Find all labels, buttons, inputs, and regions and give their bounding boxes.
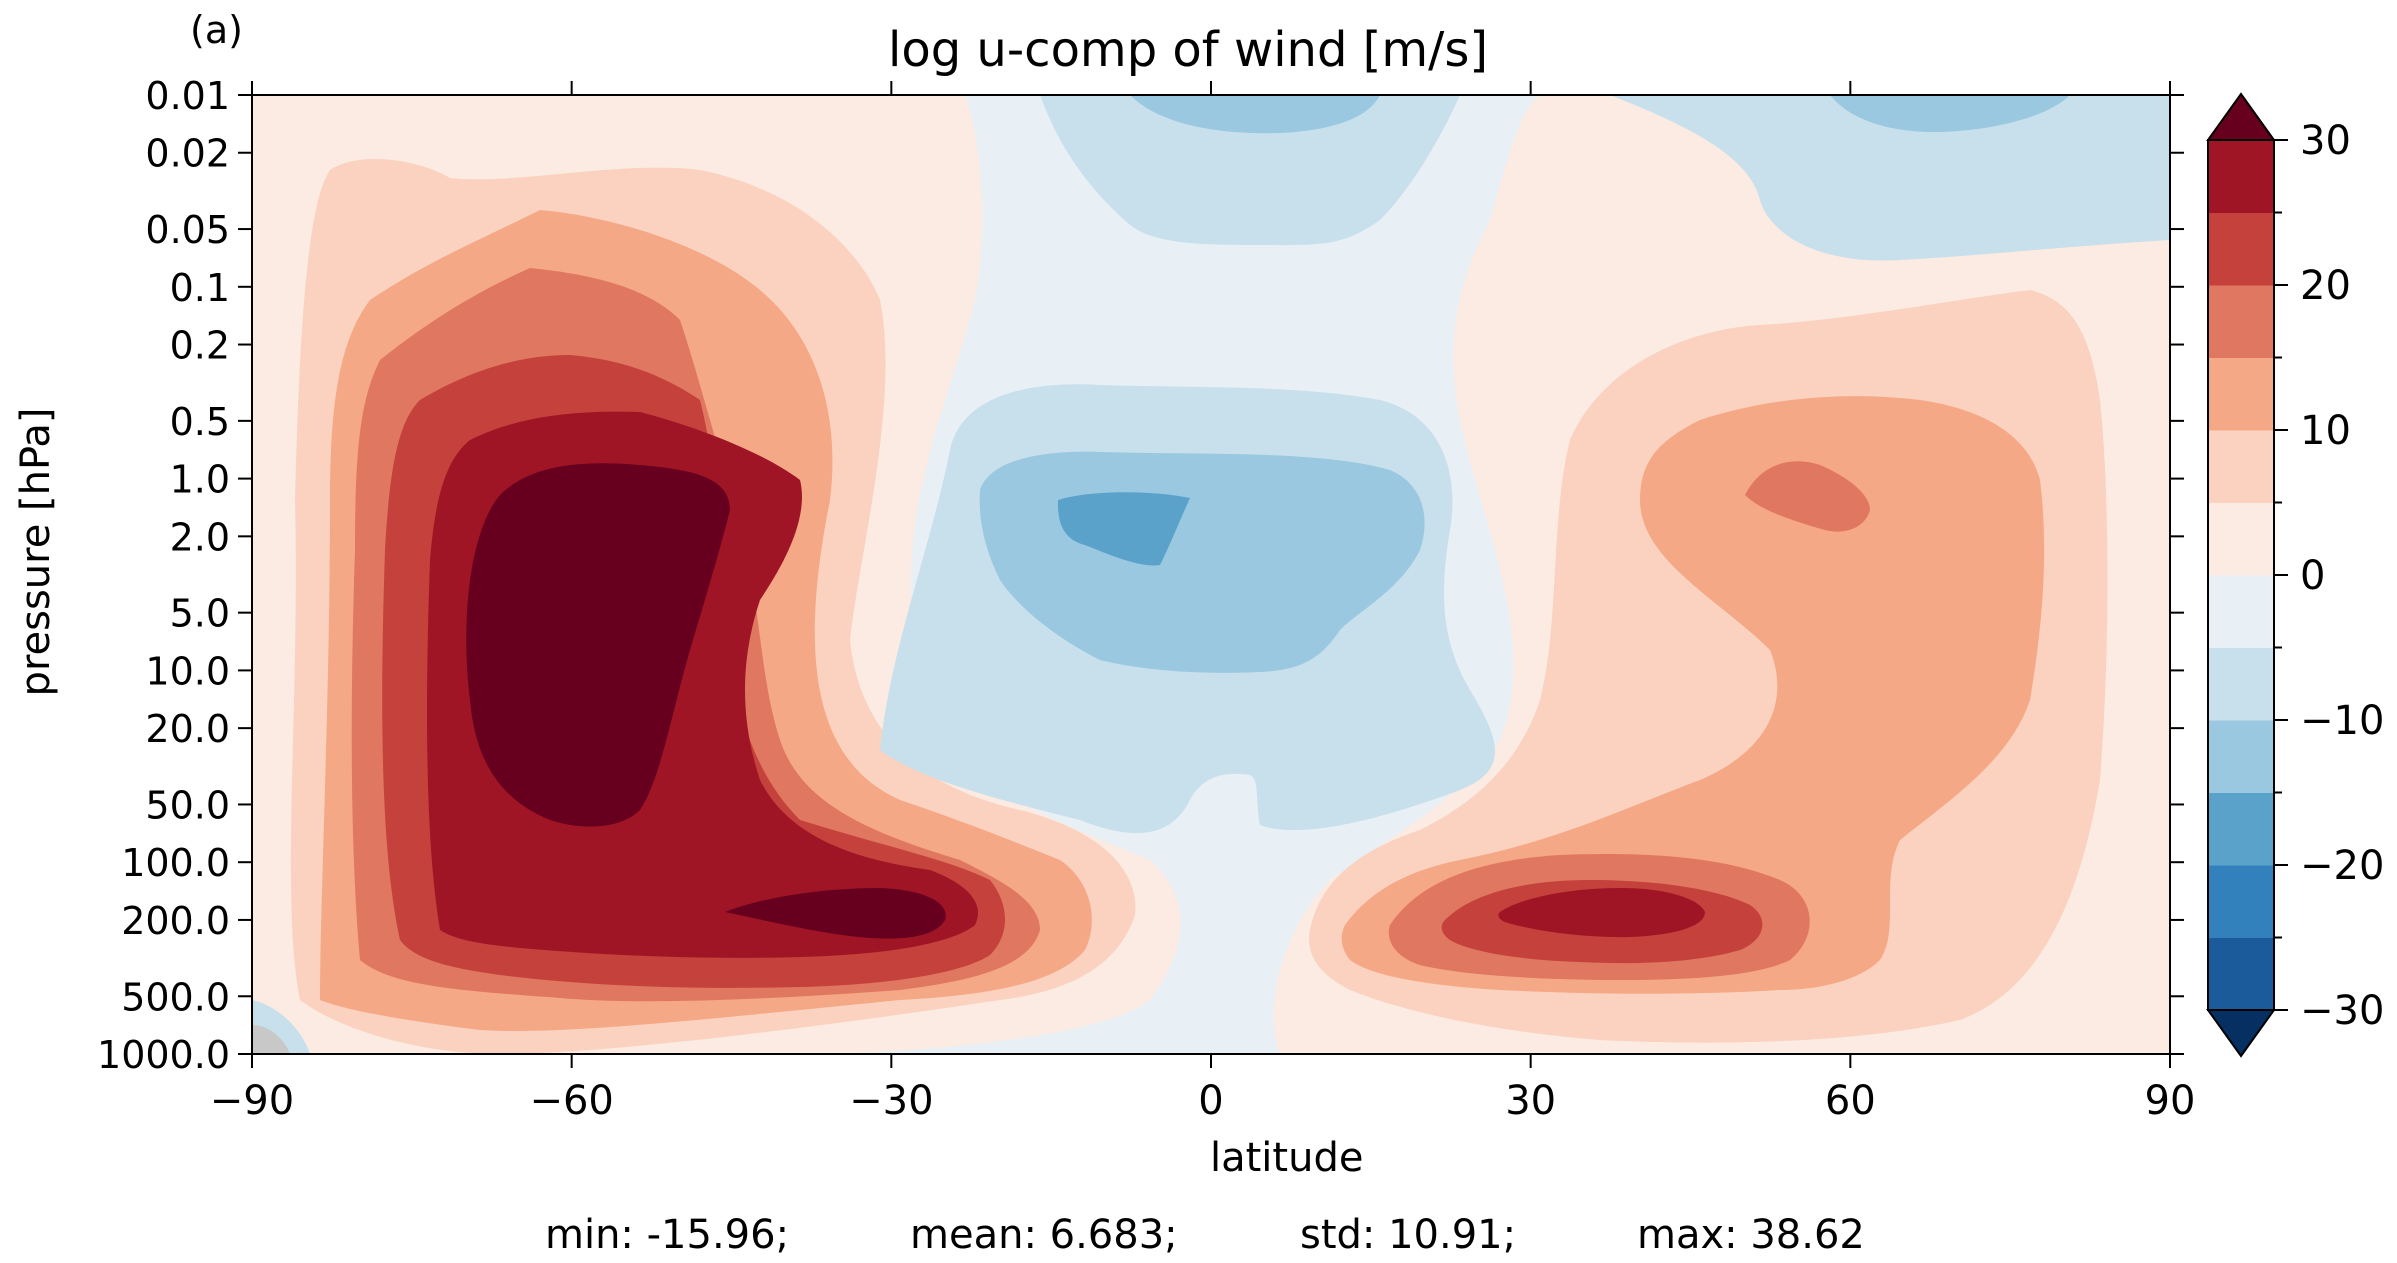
colorbar-tick-label: −20	[2300, 843, 2384, 889]
y-tick-label: 10.0	[145, 649, 230, 693]
x-tick-label: −30	[849, 1078, 933, 1124]
stat-std: std: 10.91;	[1300, 1212, 1517, 1258]
colorbar-swatch	[2208, 720, 2274, 793]
y-tick-label: 200.0	[121, 899, 230, 943]
colorbar-swatch	[2208, 430, 2274, 503]
y-tick-label: 5.0	[170, 592, 230, 636]
colorbar-tick-label: 0	[2300, 553, 2325, 599]
contour-south-jet-35	[725, 888, 946, 939]
colorbar-swatch	[2208, 792, 2274, 866]
colorbar: 30 20 10 0 −10 −20 −30	[2206, 92, 2384, 1058]
colorbar-swatch	[2208, 647, 2274, 721]
colorbar-swatch	[2208, 357, 2274, 431]
contour-meso-north-neg10	[1830, 95, 2070, 133]
contour-meso-trop-neg10	[1130, 95, 1380, 134]
stat-mean: mean: 6.683;	[910, 1212, 1178, 1258]
panel-label: (a)	[190, 8, 243, 52]
y-tick-label: 0.2	[170, 324, 230, 368]
colorbar-swatch	[2208, 212, 2274, 286]
y-tick-label: 20.0	[145, 707, 230, 751]
colorbar-swatch	[2208, 285, 2274, 358]
x-tick-label: 0	[1198, 1078, 1223, 1124]
y-tick-label: 0.02	[145, 132, 230, 176]
contour-meso-north-neg5	[1610, 95, 2170, 261]
stat-min: min: -15.96;	[545, 1212, 790, 1258]
contour-north-30	[1498, 888, 1705, 938]
contour-trop-neg15	[1057, 492, 1190, 566]
colorbar-swatch	[2208, 575, 2274, 648]
y-axis-label: pressure [hPa]	[13, 407, 59, 697]
y-tick-label: 0.1	[170, 266, 230, 310]
y-tick-label: 1000.0	[97, 1033, 230, 1077]
y-tick-label: 0.5	[170, 400, 230, 444]
y-tick-label: 2.0	[170, 515, 230, 559]
y-tick-label: 0.01	[145, 74, 230, 118]
colorbar-tick-label: 30	[2300, 118, 2351, 164]
x-axis-label: latitude	[1210, 1135, 1364, 1181]
colorbar-extend-bottom	[2206, 1009, 2276, 1058]
contour-field	[252, 95, 2170, 1054]
y-tick-label: 50.0	[145, 783, 230, 827]
colorbar-extend-top	[2206, 92, 2276, 141]
contour-south-35	[466, 463, 730, 827]
y-tick-label: 1.0	[170, 458, 230, 502]
colorbar-swatch	[2208, 140, 2274, 213]
contour-meso-trop-neg5	[1040, 95, 1460, 246]
colorbar-swatch	[2208, 865, 2274, 938]
contour-north-20b	[1745, 461, 1870, 532]
x-axis: −90 −60 −30 0 30 60 90	[210, 81, 2196, 1124]
y-tick-label: 500.0	[121, 975, 230, 1019]
stat-max: max: 38.62	[1637, 1212, 1865, 1258]
y-tick-label: 0.05	[145, 208, 230, 252]
colorbar-swatch	[2208, 502, 2274, 576]
y-axis: 0.01 0.02 0.05 0.1 0.2 0.5 1.0 2.0 5.0 10.0 20.0 50…	[97, 74, 2184, 1077]
contour-corner-grey	[252, 1025, 290, 1054]
colorbar-swatch	[2208, 937, 2274, 1011]
colorbar-tick-label: 10	[2300, 408, 2351, 454]
contour-north-15	[1341, 396, 2045, 994]
x-tick-label: −60	[529, 1078, 613, 1124]
colorbar-tick-label: 20	[2300, 263, 2351, 309]
colorbar-tick-label: −30	[2300, 988, 2384, 1034]
x-tick-label: 90	[2145, 1078, 2196, 1124]
x-tick-label: 30	[1505, 1078, 1556, 1124]
y-tick-label: 100.0	[121, 841, 230, 885]
colorbar-tick-label: −10	[2300, 698, 2384, 744]
x-tick-label: −90	[210, 1078, 294, 1124]
chart-title: log u-comp of wind [m/s]	[888, 22, 1489, 78]
x-tick-label: 60	[1825, 1078, 1876, 1124]
